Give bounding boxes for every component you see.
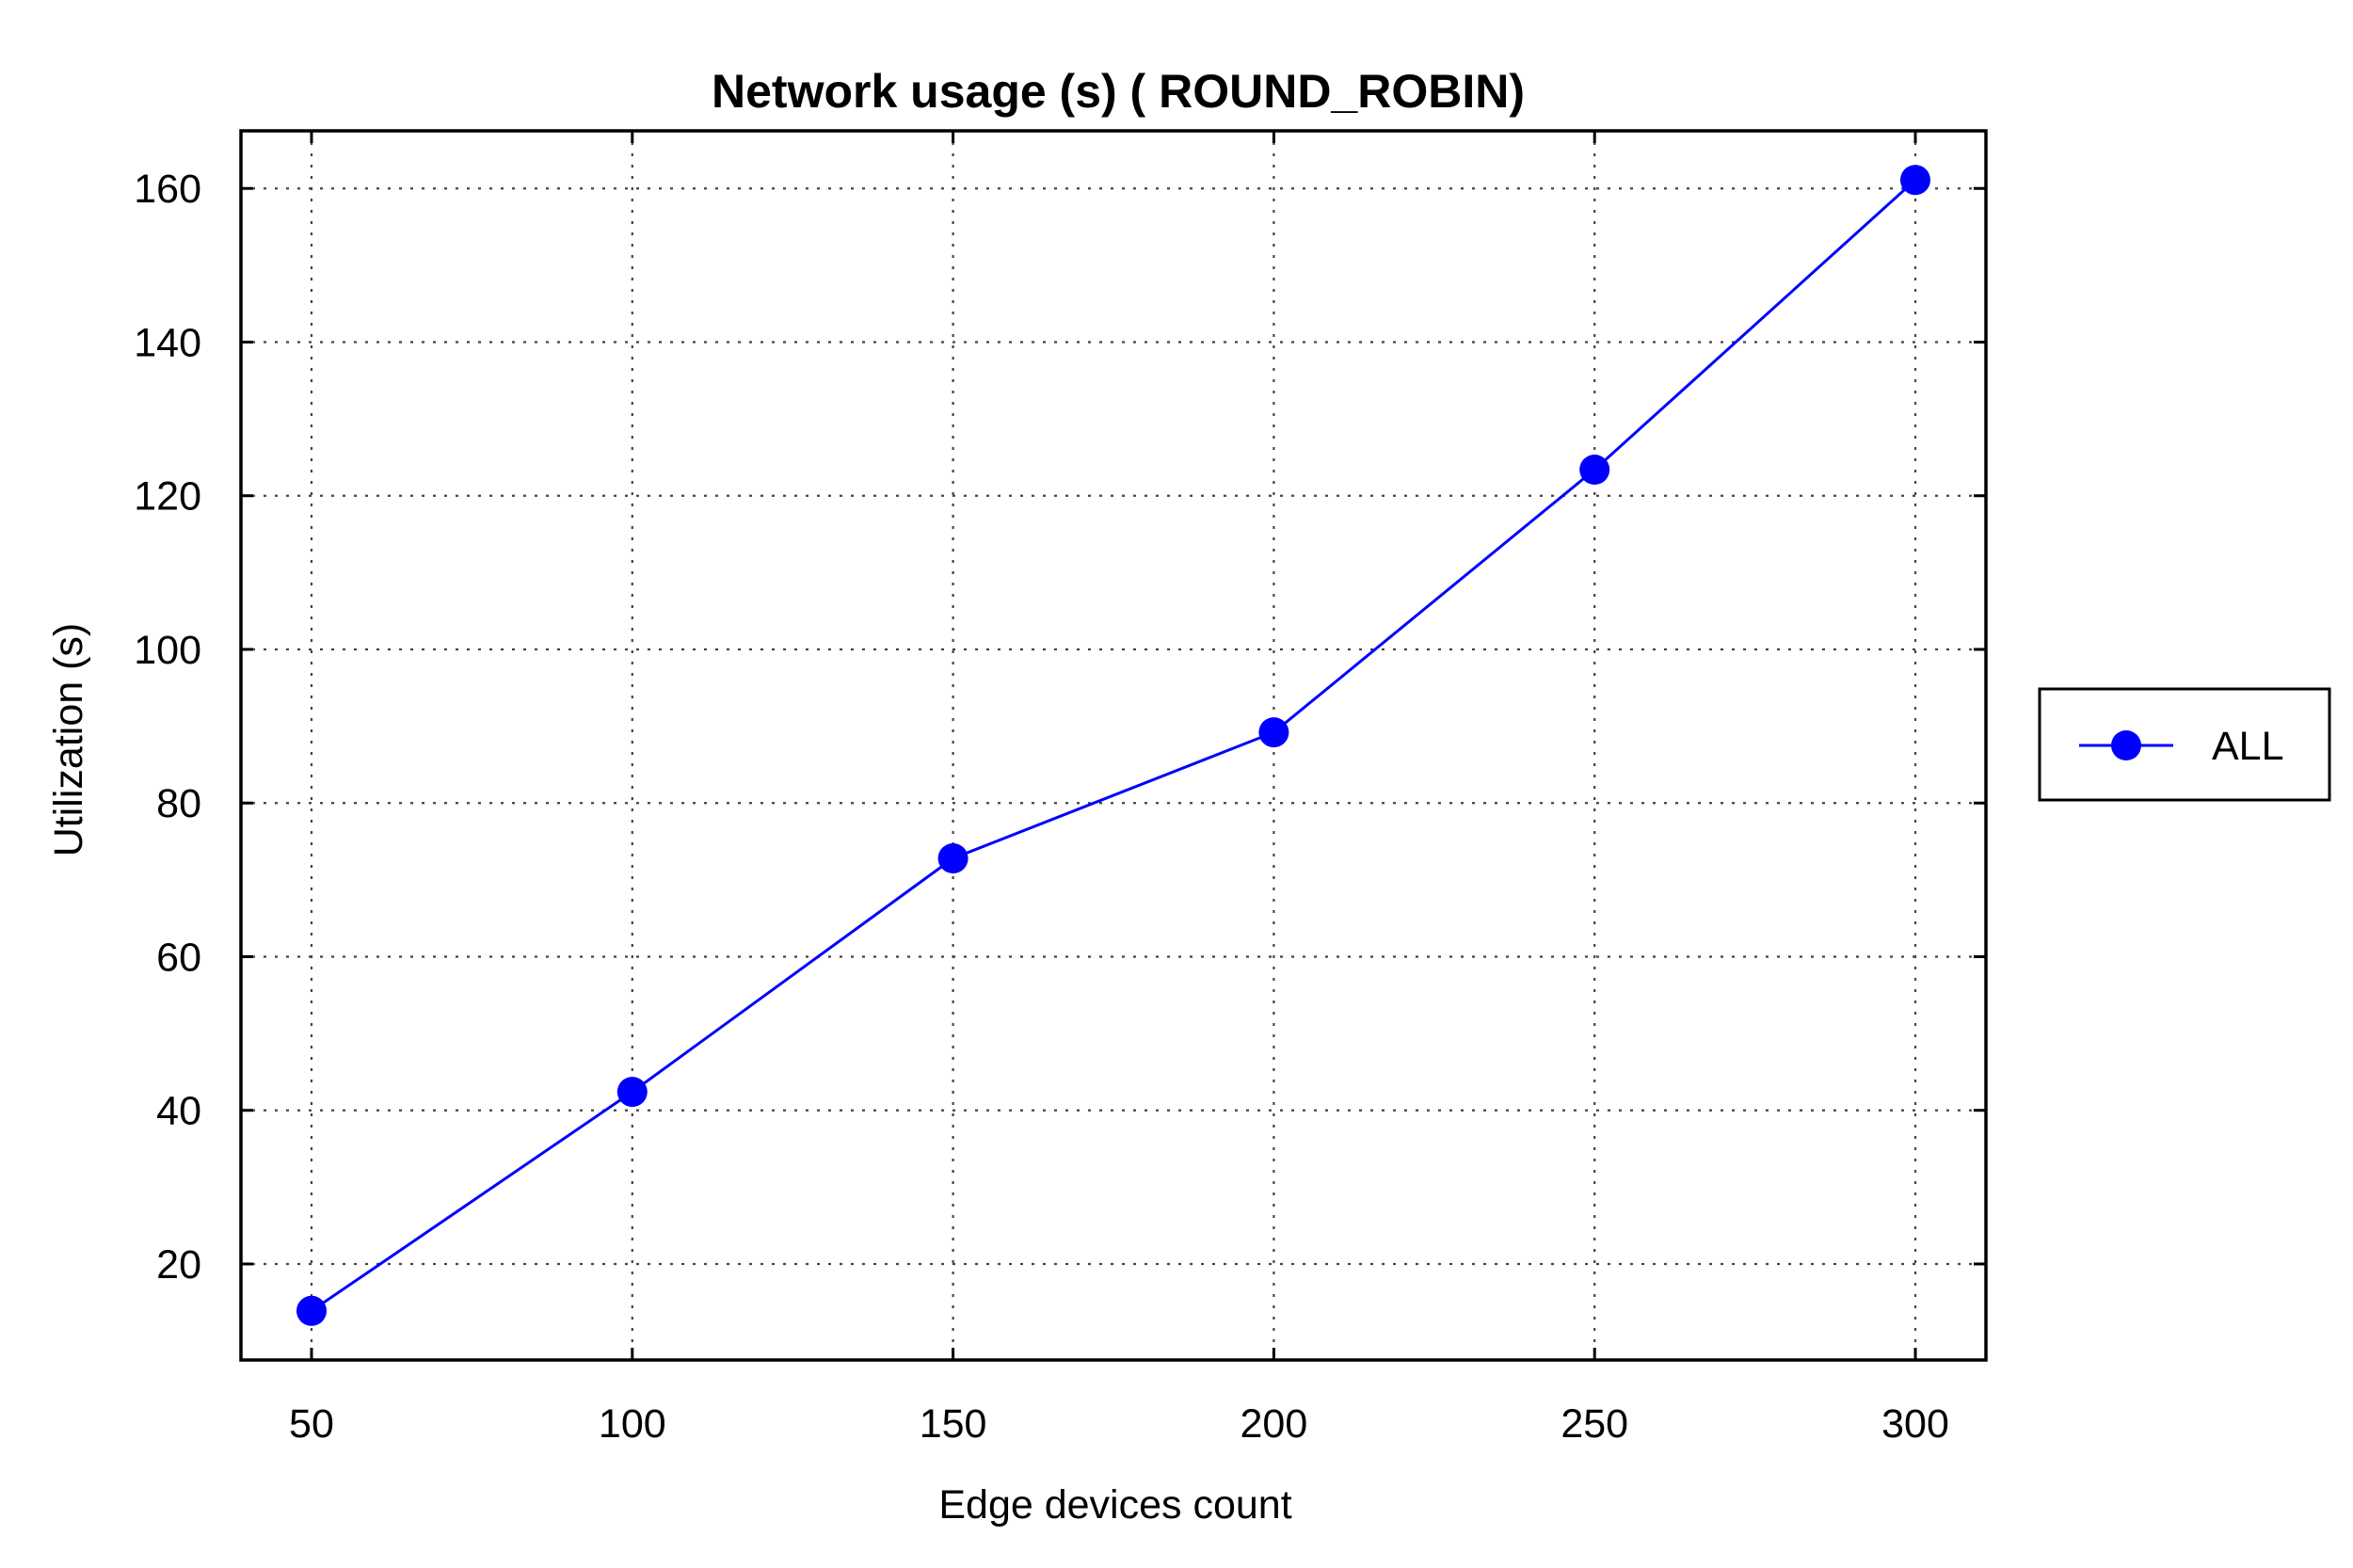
y-tick-label: 140: [134, 320, 201, 365]
legend: ALL: [2038, 687, 2331, 802]
x-tick-label: 250: [1561, 1401, 1628, 1447]
plot-frame: [239, 129, 1988, 1362]
y-tick-label: 80: [156, 781, 201, 826]
legend-label: ALL: [2212, 724, 2284, 769]
y-tick-label: 100: [134, 628, 201, 673]
x-tick-label: 100: [599, 1401, 666, 1447]
y-tick-label: 120: [134, 474, 201, 520]
series-line-all: [311, 179, 1917, 1313]
data-point: [1258, 717, 1289, 748]
x-tick-label: 300: [1881, 1401, 1949, 1447]
data-point: [616, 1077, 648, 1108]
legend-marker: [2111, 730, 2141, 760]
data-point: [1579, 455, 1610, 485]
x-tick-label: 150: [920, 1401, 987, 1447]
data-point: [937, 843, 968, 873]
y-tick-labels: 20 40 60 80 100 120 140 160: [134, 167, 201, 1288]
chart-title: Network usage (s) ( ROUND_ROBIN): [712, 65, 1525, 118]
tick-marks: [241, 131, 1986, 1360]
y-tick-label: 20: [156, 1242, 201, 1288]
y-tick-label: 60: [156, 935, 201, 980]
data-point: [1900, 165, 1930, 196]
y-axis-label: Utilization (s): [46, 623, 91, 857]
x-tick-label: 200: [1241, 1401, 1308, 1447]
x-axis-label: Edge devices count: [938, 1482, 1291, 1528]
y-tick-label: 160: [134, 167, 201, 212]
x-tick-label: 50: [289, 1401, 334, 1447]
data-point: [296, 1295, 327, 1326]
x-tick-labels: 50 100 150 200 250 300: [289, 1401, 1949, 1447]
series-layer: [296, 165, 1930, 1326]
grid: [241, 131, 1986, 1360]
y-tick-label: 40: [156, 1089, 201, 1134]
